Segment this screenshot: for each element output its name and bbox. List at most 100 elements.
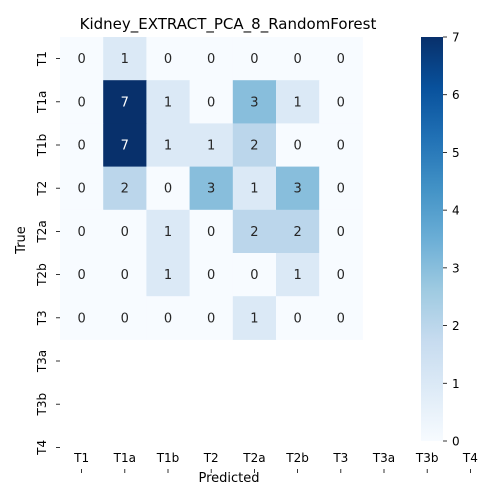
cell-value-label: 3 xyxy=(207,182,215,197)
chart-title: Kidney_EXTRACT_PCA_8_RandomForest xyxy=(80,15,377,34)
heatmap-cell xyxy=(60,80,104,124)
cell-value-label: 0 xyxy=(121,311,129,326)
heatmap-cell xyxy=(319,80,363,124)
cell-value-label: 1 xyxy=(250,311,258,326)
heatmap-cells: 0 1 0 0 0 0 0 0 7 1 0 3 1 0 0 7 1 1 2 0 0 0 2 0 3 1 3 0 0 0 1 0 2 2 0 0 0 1 0 0… xyxy=(60,37,363,340)
heatmap-cell xyxy=(103,123,147,168)
heatmap-cell xyxy=(276,37,320,81)
cell-value-label: 0 xyxy=(121,225,129,240)
cell-value-label: 0 xyxy=(77,268,85,283)
cell-value-label: 2 xyxy=(121,182,129,197)
y-tick-label: T1 xyxy=(35,51,49,67)
x-tick-label: T2 xyxy=(203,451,219,465)
cell-value-label: 0 xyxy=(77,95,85,110)
y-tick-label: T3a xyxy=(35,350,49,373)
cell-value-label: 7 xyxy=(121,139,129,154)
cell-value-label: 3 xyxy=(250,95,258,110)
cell-value-label: 0 xyxy=(77,182,85,197)
y-tick-label: T1a xyxy=(35,91,49,114)
cell-value-label: 1 xyxy=(164,95,172,110)
heatmap-cell xyxy=(276,209,320,254)
cell-value-label: 0 xyxy=(77,225,85,240)
heatmap-cell xyxy=(60,166,104,211)
y-tick-label: T2a xyxy=(35,220,49,243)
colorbar-tick-label: 2 xyxy=(452,319,460,333)
cell-value-label: 0 xyxy=(77,311,85,326)
x-tick-label: T3a xyxy=(372,451,395,465)
heatmap-cell xyxy=(232,80,277,124)
heatmap-cell xyxy=(189,296,234,340)
heatmap-cell xyxy=(189,253,234,297)
cell-value-label: 0 xyxy=(121,268,129,283)
y-tick-label: T2b xyxy=(35,263,49,287)
colorbar xyxy=(421,37,443,441)
heatmap-cell xyxy=(146,37,191,81)
cell-value-label: 0 xyxy=(207,95,215,110)
heatmap-cell xyxy=(189,80,234,124)
colorbar-tick-label: 7 xyxy=(452,31,460,45)
x-tick-label: T1a xyxy=(113,451,136,465)
heatmap-cell xyxy=(232,166,277,211)
cell-value-label: 0 xyxy=(77,139,85,154)
heatmap-cell xyxy=(189,37,234,81)
cell-value-label: 0 xyxy=(207,311,215,326)
heatmap-cell xyxy=(276,123,320,168)
cell-value-label: 0 xyxy=(164,182,172,197)
heatmap-cell xyxy=(146,166,191,211)
heatmap-cell xyxy=(189,209,234,254)
cell-value-label: 0 xyxy=(77,52,85,67)
cell-value-label: 0 xyxy=(337,311,345,326)
cell-value-label: 0 xyxy=(337,95,345,110)
y-axis-ticks: T1 T1a T1b T2 T2a T2b T3 T3a T3b T4 xyxy=(35,51,60,456)
x-tick-label: T1b xyxy=(156,451,180,465)
heatmap-cell xyxy=(319,296,363,340)
y-tick-label: T4 xyxy=(35,440,49,456)
heatmap-cell xyxy=(146,253,191,297)
colorbar-tick-label: 0 xyxy=(452,435,460,449)
x-tick-label: T1 xyxy=(73,451,89,465)
heatmap-cell xyxy=(60,37,104,81)
heatmap-cell xyxy=(60,209,104,254)
x-tick-label: T3 xyxy=(332,451,348,465)
heatmap-cell xyxy=(103,80,147,124)
heatmap-cell xyxy=(319,37,363,81)
colorbar-tick-label: 4 xyxy=(452,204,460,218)
cell-value-label: 0 xyxy=(337,52,345,67)
heatmap-cell xyxy=(276,166,320,211)
cell-value-label: 1 xyxy=(164,268,172,283)
cell-value-label: 0 xyxy=(250,52,258,67)
heatmap-cell xyxy=(276,296,320,340)
heatmap-cell xyxy=(103,166,147,211)
heatmap-cell xyxy=(103,253,147,297)
colorbar-tick-label: 6 xyxy=(452,88,460,102)
x-axis-ticks: T1 T1a T1b T2 T2a T2b T3 T3a T3b T4 xyxy=(73,451,478,473)
heatmap-cell xyxy=(189,123,234,168)
heatmap-cell xyxy=(276,253,320,297)
cell-value-label: 0 xyxy=(293,52,301,67)
heatmap-cell xyxy=(232,209,277,254)
x-tick-label: T2a xyxy=(242,451,265,465)
cell-value-label: 0 xyxy=(164,311,172,326)
y-tick-label: T3 xyxy=(35,310,49,326)
heatmap-cell xyxy=(146,80,191,124)
cell-value-label: 0 xyxy=(250,268,258,283)
cell-value-label: 2 xyxy=(293,225,301,240)
heatmap-cell xyxy=(232,253,277,297)
y-axis-label: True xyxy=(14,226,29,255)
cell-value-label: 0 xyxy=(164,52,172,67)
cell-value-label: 0 xyxy=(337,268,345,283)
cell-value-label: 0 xyxy=(207,225,215,240)
heatmap-cell xyxy=(103,296,147,340)
heatmap-cell xyxy=(319,123,363,168)
cell-value-label: 0 xyxy=(293,139,301,154)
colorbar-ticks: 0 1 2 3 4 5 6 7 xyxy=(443,31,460,449)
heatmap-cell xyxy=(103,37,147,81)
heatmap-cell xyxy=(232,37,277,81)
cell-value-label: 7 xyxy=(121,95,129,110)
colorbar-tick-label: 3 xyxy=(452,261,460,275)
cell-value-label: 1 xyxy=(207,139,215,154)
cell-value-label: 1 xyxy=(121,52,129,67)
x-axis-label: Predicted xyxy=(198,471,259,486)
x-tick-label: T2b xyxy=(285,451,309,465)
